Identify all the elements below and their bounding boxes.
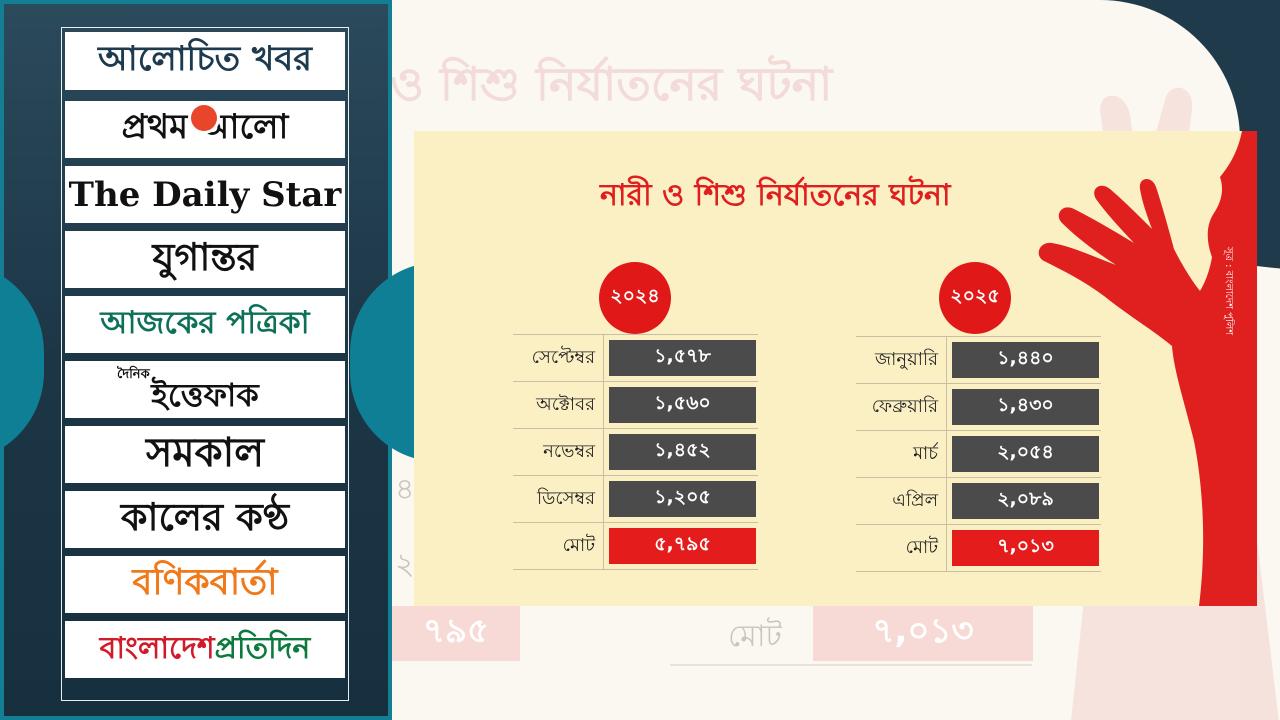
table-row: নভেম্বর ১,৪৫২ [513,428,758,475]
newspaper-name: আজকের পত্রিকা [100,304,310,341]
table-row: ডিসেম্বর ১,২০৫ [513,475,758,522]
newspaper-ittefaq[interactable]: দৈনিক ইত্তেফাক [65,361,345,418]
background-title: ও শিশু নির্যাতনের ঘটনা [390,57,833,111]
table-divider [603,476,604,522]
background-ghost-total-right: ৭,০১৩ [813,606,1033,661]
newspaper-jugantor[interactable]: যুগান্তর [65,231,345,288]
month-value: ২,০৮৯ [952,483,1099,519]
month-label: নভেম্বর [543,441,595,462]
table-row: মার্চ ২,০৫৪ [856,430,1101,477]
newspaper-name: যুগান্তর [152,234,258,279]
newspaper-name: বণিকবার্তা [132,561,278,603]
total-value: ৫,৭৯৫ [609,528,756,564]
month-label: ডিসেম্বর [536,488,595,509]
table-row: অক্টোবর ১,৫৬০ [513,381,758,428]
table-row: এপ্রিল ২,০৮৯ [856,477,1101,524]
table-divider [603,335,604,381]
panel-left-tab [0,262,44,462]
newspaper-name-part1: বাংলাদেশ [99,631,215,666]
month-value: ১,৫৭৮ [609,340,756,376]
table-divider [603,382,604,428]
newspaper-daily-star[interactable]: The Daily Star [65,166,345,223]
source-credit: সূত্র : বাংলাদেশ পুলিশ [1223,247,1234,336]
newspaper-name: সমকাল [145,430,265,476]
month-value: ১,৫৬০ [609,387,756,423]
newspaper-ajker-patrika[interactable]: আজকের পত্রিকা [65,296,345,353]
newspaper-name: ইত্তেফাক [151,376,259,414]
month-label: জানুয়ারি [875,349,938,370]
table-divider [946,478,947,524]
infographic-card: নারী ও শিশু নির্যাতনের ঘটনা সূত্র : বাংল… [414,131,1257,606]
sun-icon [191,105,217,131]
month-label: এপ্রিল [892,490,938,511]
total-label: মোট [905,537,938,558]
table-divider [603,523,604,569]
background-ghost-total-label: মোট [728,619,782,654]
background-ghost-total-left: ৭৯৫ [392,606,520,661]
list-heading: আলোচিত খবর [65,32,345,90]
total-label: মোট [562,535,595,556]
month-label: অক্টোবর [536,394,595,415]
newspaper-name: The Daily Star [68,174,342,215]
table-divider [946,337,947,383]
newspaper-prefix: দৈনিক [117,367,150,382]
month-value: ১,২০৫ [609,481,756,517]
month-value: ২,০৫৪ [952,436,1099,472]
table-2025: জানুয়ারি ১,৪৪০ ফেব্রুয়ারি ১,৪৩০ মার্চ … [856,336,1101,572]
table-total-row: মোট ৫,৭৯৫ [513,522,758,570]
table-divider [946,525,947,571]
month-label: ফেব্রুয়ারি [871,396,938,417]
month-label: মার্চ [913,443,938,464]
table-divider [946,384,947,430]
month-value: ১,৪৪০ [952,342,1099,378]
table-divider [603,429,604,475]
table-total-row: মোট ৭,০১৩ [856,524,1101,572]
newspaper-samakal[interactable]: সমকাল [65,426,345,483]
table-row: ফেব্রুয়ারি ১,৪৩০ [856,383,1101,430]
table-row: সেপ্টেম্বর ১,৫৭৮ [513,334,758,381]
total-value: ৭,০১৩ [952,530,1099,566]
newspaper-name-part2: প্রতিদিন [214,631,311,666]
infographic-title: নারী ও শিশু নির্যাতনের ঘটনা [600,178,951,213]
month-value: ১,৪৫২ [609,434,756,470]
newspaper-list: আলোচিত খবর প্রথম আলো The Daily Star যুগা… [61,27,349,701]
hand-silhouette-icon [1038,131,1257,606]
newspaper-bonik-barta[interactable]: বণিকবার্তা [65,556,345,613]
newspaper-prothom-alo[interactable]: প্রথম আলো [65,101,345,158]
year-badge-2024: ২০২৪ [599,262,671,334]
newspaper-kaler-kantho[interactable]: কালের কণ্ঠ [65,491,345,548]
newspaper-panel: আলোচিত খবর প্রথম আলো The Daily Star যুগা… [0,0,440,720]
month-value: ১,৪৩০ [952,389,1099,425]
newspaper-bangladesh-pratidin[interactable]: বাংলাদেশ প্রতিদিন [65,621,345,678]
table-divider [946,431,947,477]
year-badge-2025: ২০২৫ [939,262,1011,334]
table-row: জানুয়ারি ১,৪৪০ [856,336,1101,383]
background-ghost-divider [670,664,1032,666]
table-2024: সেপ্টেম্বর ১,৫৭৮ অক্টোবর ১,৫৬০ নভেম্বর ১… [513,334,758,570]
month-label: সেপ্টেম্বর [531,347,595,368]
newspaper-name: কালের কণ্ঠ [120,494,290,539]
